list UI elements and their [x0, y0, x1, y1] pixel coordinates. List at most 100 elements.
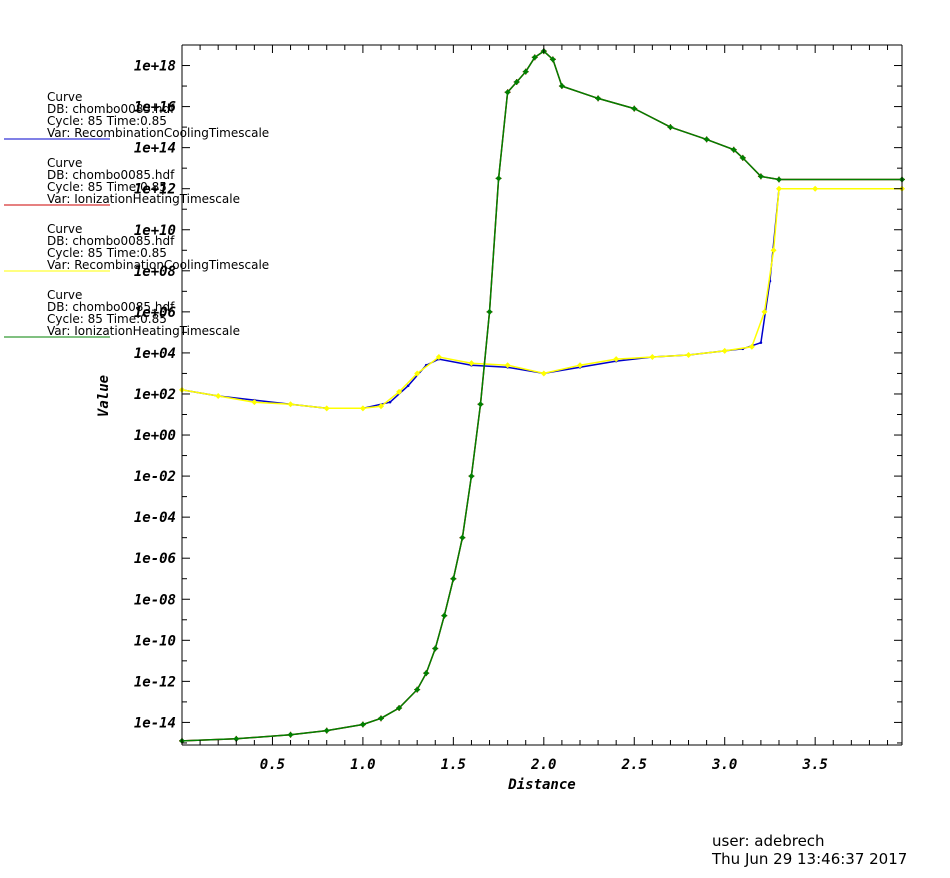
- y-tick-label: 1e+18: [134, 59, 176, 75]
- legend-entry-3-line: Var: RecombinationCoolingTimescale: [47, 258, 269, 272]
- series-3-point: [468, 360, 475, 367]
- series-4-point: [558, 83, 565, 90]
- series-4-point: [513, 78, 520, 85]
- series-4-point: [504, 89, 511, 96]
- y-axis-title: Value: [96, 375, 112, 417]
- series-4-point: [323, 727, 330, 734]
- legend-entry-1-line: Curve: [47, 90, 82, 104]
- series-3-point: [748, 343, 755, 350]
- legend-entry-4-line: Cycle: 85 Time:0.85: [47, 312, 167, 326]
- legend-entry-4-line: DB: chombo0085.hdf: [47, 300, 175, 314]
- y-tick-label: 1e+14: [134, 141, 176, 157]
- series-4-point: [757, 173, 764, 180]
- series-line-2: [181, 50, 902, 742]
- series-4-point: [423, 670, 430, 677]
- series-line-4: [181, 50, 902, 742]
- series-4-point: [450, 575, 457, 582]
- series-3-point: [775, 185, 782, 192]
- series-4-point: [595, 95, 602, 102]
- y-tick-label: 1e+04: [134, 346, 176, 362]
- series-4-point: [359, 721, 366, 728]
- series-4-point: [432, 645, 439, 652]
- y-tick-label: 1e-02: [134, 469, 176, 485]
- x-tick-label: 0.5: [260, 757, 285, 773]
- series-3-point: [323, 405, 330, 412]
- series-3-point: [396, 388, 403, 395]
- series-4-point: [739, 154, 746, 161]
- x-tick-label: 3.0: [711, 757, 737, 773]
- series-3-point: [215, 393, 222, 400]
- y-tick-label: 1e-08: [134, 592, 176, 608]
- legend-entry-3-line: Cycle: 85 Time:0.85: [47, 246, 167, 260]
- series-3-point: [435, 354, 442, 361]
- series-4-point: [233, 735, 240, 742]
- series-4-point: [631, 105, 638, 112]
- series-3-point: [576, 362, 583, 369]
- series-4-point: [396, 705, 403, 712]
- legend-entry-2-line: DB: chombo0085.hdf: [47, 168, 175, 182]
- series-3-point: [359, 405, 366, 412]
- footer-timestamp: Thu Jun 29 13:46:37 2017: [711, 850, 907, 868]
- x-tick-label: 2.0: [530, 757, 556, 773]
- y-tick-label: 1e-04: [134, 510, 176, 526]
- series-3-point: [649, 354, 656, 361]
- series-4-point: [377, 715, 384, 722]
- series-3-point: [414, 370, 421, 377]
- series-line-1: [181, 187, 902, 410]
- legend-entry-4-line: Curve: [47, 288, 82, 302]
- y-tick-label: 1e-14: [134, 715, 176, 731]
- series-4-point: [287, 731, 294, 738]
- y-tick-label: 1e+16: [134, 100, 176, 116]
- y-tick-label: 1e+12: [134, 182, 176, 198]
- y-tick-label: 1e-06: [134, 551, 176, 567]
- legend-entry-1-line: Var: RecombinationCoolingTimescale: [47, 126, 269, 140]
- series-3-point: [812, 185, 819, 192]
- series-4-point: [522, 68, 529, 75]
- series-4-point: [730, 146, 737, 153]
- x-tick-label: 1.5: [441, 757, 466, 773]
- legend-entry-4-line: Var: IonizationHeatingTimescale: [47, 324, 240, 338]
- series-3-point: [377, 403, 384, 410]
- series-4-point: [495, 175, 502, 182]
- y-tick-label: 1e+08: [134, 264, 176, 280]
- series-3-point: [540, 370, 547, 377]
- legend-entry-2-line: Curve: [47, 156, 82, 170]
- series-3-point: [287, 401, 294, 408]
- series-4-point: [414, 686, 421, 693]
- series-3-point: [504, 362, 511, 369]
- x-tick-label: 3.5: [802, 757, 828, 773]
- y-tick-label: 1e-10: [134, 633, 176, 649]
- series-3-point: [761, 308, 768, 315]
- plot-series: [179, 48, 905, 744]
- series-4-point: [441, 612, 448, 619]
- x-axis-title: Distance: [507, 777, 575, 793]
- series-3-point: [770, 247, 777, 254]
- y-tick-label: 1e+10: [134, 223, 176, 239]
- legend-entry-2-line: Var: IonizationHeatingTimescale: [47, 192, 240, 206]
- series-4-point: [459, 534, 466, 541]
- y-tick-label: 1e+02: [134, 387, 176, 403]
- x-tick-label: 2.5: [621, 757, 647, 773]
- series-4-point: [486, 308, 493, 315]
- series-4-point: [703, 136, 710, 143]
- series-4-point: [468, 473, 475, 480]
- series-4-point: [531, 54, 538, 61]
- y-tick-label: 1e+00: [134, 428, 176, 444]
- y-tick-label: 1e-12: [134, 674, 176, 690]
- series-4-point: [775, 176, 782, 183]
- series-4-point: [667, 124, 674, 131]
- series-3-point: [685, 351, 692, 358]
- series-line-3: [181, 187, 902, 410]
- legend-entry-1-line: Cycle: 85 Time:0.85: [47, 114, 167, 128]
- series-1-point: [759, 341, 763, 344]
- series-3-point: [721, 347, 728, 354]
- series-3-point: [251, 399, 258, 406]
- axes: 1e+18 1e+16 1e+14 1e+12 1e+10 1e+08 1e+06 1e+04…: [134, 44, 903, 773]
- legend-entry-3-line: Curve: [47, 222, 82, 236]
- legend-entry-1-line: DB: chombo0085.hdf: [47, 102, 175, 116]
- legend-entry-3-line: DB: chombo0085.hdf: [47, 234, 175, 248]
- series-4-point: [477, 401, 484, 408]
- series-4-point: [549, 56, 556, 63]
